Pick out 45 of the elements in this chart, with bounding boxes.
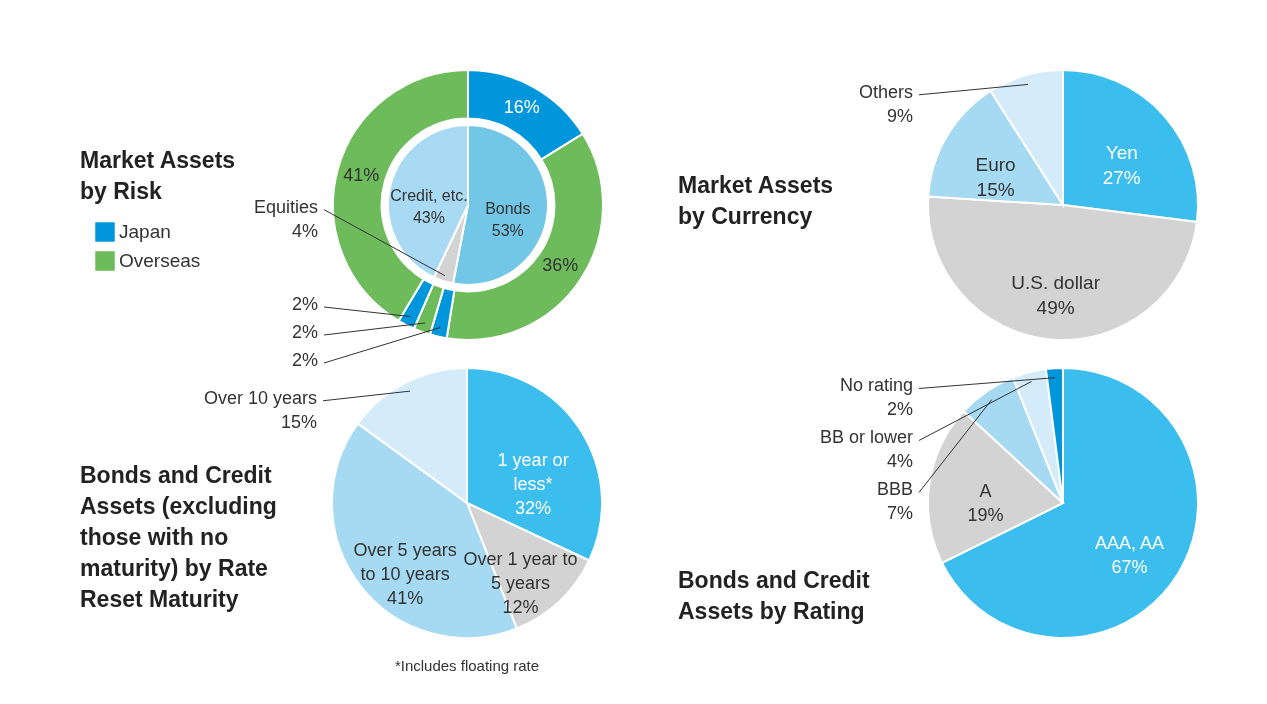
slice-label: Credit, etc. bbox=[390, 187, 468, 205]
data-label: 2% bbox=[886, 399, 913, 420]
slice-label: U.S. dollar bbox=[1011, 271, 1101, 293]
text: Market Assets by Risk bbox=[80, 146, 237, 206]
data-label: 4% bbox=[291, 220, 318, 241]
data-label: 67% bbox=[1111, 557, 1148, 578]
data-label: 41% bbox=[387, 587, 424, 608]
slice-label: Yen bbox=[1105, 142, 1138, 164]
data-label: 15% bbox=[976, 179, 1015, 201]
data-label: 4% bbox=[886, 451, 913, 472]
data-label: 2% bbox=[291, 293, 318, 314]
data-label: 41% bbox=[343, 164, 380, 185]
slice-label: A bbox=[979, 480, 992, 501]
text: Bonds and Credit Assets by Rating bbox=[678, 566, 871, 626]
text: *Includes floating rate bbox=[394, 657, 540, 674]
data-label: 2% bbox=[291, 349, 318, 370]
data-label: 49% bbox=[1036, 296, 1075, 318]
slice-label: BB or lower bbox=[819, 427, 913, 448]
slice-label: No rating bbox=[839, 375, 913, 396]
text: Market Assets by Currency bbox=[678, 171, 835, 231]
data-label: 15% bbox=[280, 411, 317, 432]
legend-label: Japan bbox=[119, 221, 171, 242]
slice-label: Bonds bbox=[485, 199, 531, 217]
slice-label: AAA, AA bbox=[1095, 533, 1165, 554]
data-label: 53% bbox=[491, 221, 524, 239]
data-label: 2% bbox=[291, 321, 318, 342]
data-label: 12% bbox=[502, 597, 539, 618]
data-label: 19% bbox=[967, 504, 1004, 525]
data-label: 16% bbox=[503, 97, 540, 118]
legend-label: Overseas bbox=[119, 250, 201, 271]
data-label: 9% bbox=[886, 105, 913, 126]
slice-label: Equities bbox=[253, 196, 318, 217]
slice-label: 1 year or less* bbox=[497, 450, 569, 495]
slice-label: Euro bbox=[975, 154, 1016, 176]
data-label: 27% bbox=[1102, 167, 1141, 189]
slice-label: Over 5 years to 10 years bbox=[353, 539, 457, 584]
slice-label: Over 1 year to 5 years bbox=[463, 549, 578, 594]
slice-label: Others bbox=[858, 81, 913, 102]
data-label: 36% bbox=[542, 255, 579, 276]
data-label: 43% bbox=[412, 209, 445, 227]
data-label: 32% bbox=[515, 498, 552, 519]
slice-label: BBB bbox=[876, 479, 913, 500]
data-label: 7% bbox=[886, 503, 913, 524]
text: Bonds and Credit Assets (excluding those with no maturity) by Rate Reset Maturity bbox=[80, 461, 278, 614]
slice-label: Over 10 years bbox=[203, 387, 317, 408]
